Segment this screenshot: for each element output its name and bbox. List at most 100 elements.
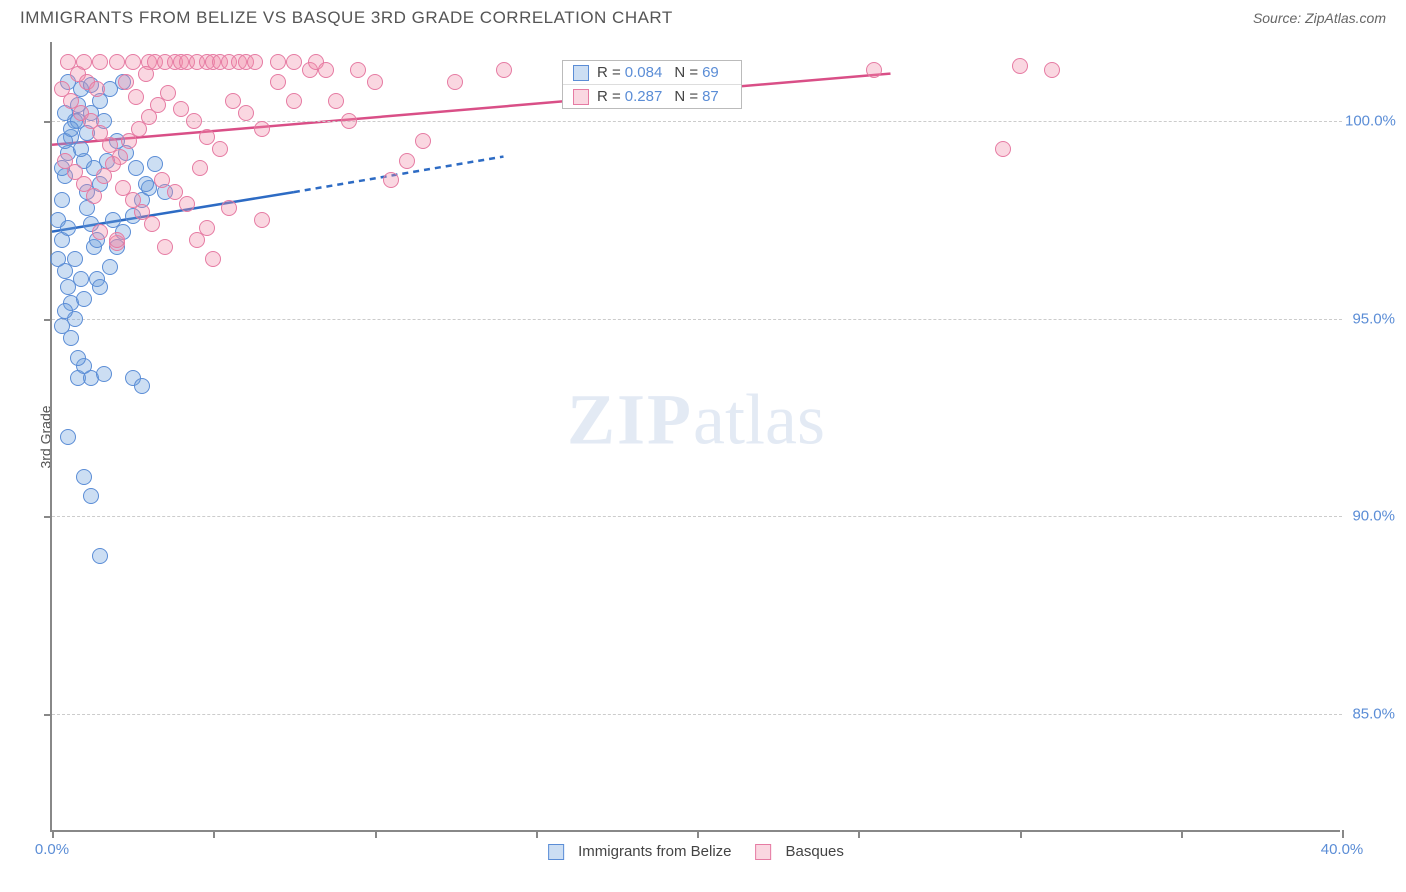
- scatter-point: [286, 54, 302, 70]
- x-tick: [858, 830, 860, 838]
- legend-n-value: 87: [702, 88, 719, 105]
- scatter-point: [254, 121, 270, 137]
- scatter-point: [118, 74, 134, 90]
- x-tick: [52, 830, 54, 838]
- scatter-point: [105, 212, 121, 228]
- scatter-point: [96, 366, 112, 382]
- scatter-point: [138, 66, 154, 82]
- x-tick-label: 40.0%: [1321, 841, 1364, 858]
- scatter-point: [286, 93, 302, 109]
- scatter-point: [496, 62, 512, 78]
- scatter-point: [50, 251, 66, 267]
- legend-r-label: R =: [597, 64, 621, 81]
- scatter-point: [92, 54, 108, 70]
- scatter-point: [367, 74, 383, 90]
- scatter-point: [383, 172, 399, 188]
- grid-line-h: [52, 319, 1342, 320]
- y-tick: [44, 516, 52, 518]
- scatter-point: [63, 121, 79, 137]
- legend-swatch: [573, 89, 589, 105]
- scatter-point: [128, 160, 144, 176]
- scatter-point: [92, 224, 108, 240]
- scatter-point: [67, 251, 83, 267]
- scatter-point: [157, 239, 173, 255]
- scatter-point: [447, 74, 463, 90]
- legend-r-value: 0.287: [625, 88, 663, 105]
- x-tick-label: 0.0%: [35, 841, 69, 858]
- grid-line-h: [52, 714, 1342, 715]
- legend-item: Immigrants from Belize: [548, 843, 731, 860]
- x-tick: [1181, 830, 1183, 838]
- scatter-point: [105, 156, 121, 172]
- scatter-point: [1012, 58, 1028, 74]
- scatter-point: [1044, 62, 1060, 78]
- scatter-point: [399, 153, 415, 169]
- x-tick: [697, 830, 699, 838]
- scatter-point: [199, 220, 215, 236]
- legend-item: Basques: [756, 843, 844, 860]
- scatter-point: [247, 54, 263, 70]
- scatter-point: [995, 141, 1011, 157]
- scatter-point: [205, 251, 221, 267]
- watermark-atlas: atlas: [693, 380, 825, 460]
- legend-row: R = 0.084 N = 69: [563, 61, 741, 84]
- legend-n-value: 69: [702, 64, 719, 81]
- scatter-point: [128, 89, 144, 105]
- y-tick-label: 100.0%: [1345, 113, 1395, 130]
- scatter-point: [192, 160, 208, 176]
- scatter-point: [76, 469, 92, 485]
- y-tick: [44, 714, 52, 716]
- x-tick: [536, 830, 538, 838]
- series-legend: Immigrants from Belize Basques: [548, 843, 844, 860]
- scatter-point: [328, 93, 344, 109]
- scatter-point: [238, 105, 254, 121]
- chart-header: IMMIGRANTS FROM BELIZE VS BASQUE 3RD GRA…: [0, 0, 1406, 32]
- legend-swatch: [756, 844, 772, 860]
- grid-line-h: [52, 121, 1342, 122]
- legend-n-label: N =: [674, 64, 698, 81]
- scatter-point: [60, 429, 76, 445]
- y-tick: [44, 121, 52, 123]
- scatter-point: [179, 196, 195, 212]
- scatter-point: [63, 330, 79, 346]
- scatter-point: [109, 232, 125, 248]
- scatter-point: [54, 192, 70, 208]
- scatter-point: [270, 54, 286, 70]
- x-tick: [1020, 830, 1022, 838]
- scatter-point: [199, 129, 215, 145]
- grid-line-h: [52, 516, 1342, 517]
- y-tick-label: 95.0%: [1345, 310, 1395, 327]
- chart-container: 3rd Grade ZIPatlas R = 0.084N = 69R = 0.…: [50, 42, 1390, 832]
- scatter-point: [270, 74, 286, 90]
- scatter-point: [254, 212, 270, 228]
- scatter-point: [167, 184, 183, 200]
- scatter-point: [83, 488, 99, 504]
- x-tick: [1342, 830, 1344, 838]
- scatter-point: [225, 93, 241, 109]
- y-tick-label: 90.0%: [1345, 508, 1395, 525]
- legend-swatch: [548, 844, 564, 860]
- scatter-point: [89, 81, 105, 97]
- legend-swatch: [573, 65, 589, 81]
- scatter-point: [73, 271, 89, 287]
- scatter-point: [102, 259, 118, 275]
- scatter-point: [134, 378, 150, 394]
- chart-title: IMMIGRANTS FROM BELIZE VS BASQUE 3RD GRA…: [20, 8, 673, 28]
- watermark: ZIPatlas: [567, 379, 825, 462]
- scatter-point: [73, 141, 89, 157]
- y-tick-label: 85.0%: [1345, 705, 1395, 722]
- legend-r-value: 0.084: [625, 64, 663, 81]
- legend-r-label: R =: [597, 88, 621, 105]
- scatter-point: [341, 113, 357, 129]
- scatter-point: [866, 62, 882, 78]
- legend-row: R = 0.287N = 87: [563, 84, 741, 108]
- scatter-point: [60, 220, 76, 236]
- plot-area: ZIPatlas R = 0.084N = 69R = 0.287N = 87 …: [50, 42, 1340, 832]
- source-label: Source:: [1253, 10, 1305, 26]
- scatter-point: [212, 141, 228, 157]
- scatter-point: [350, 62, 366, 78]
- scatter-point: [86, 188, 102, 204]
- scatter-point: [109, 54, 125, 70]
- source-attribution: Source: ZipAtlas.com: [1253, 10, 1386, 26]
- scatter-point: [147, 156, 163, 172]
